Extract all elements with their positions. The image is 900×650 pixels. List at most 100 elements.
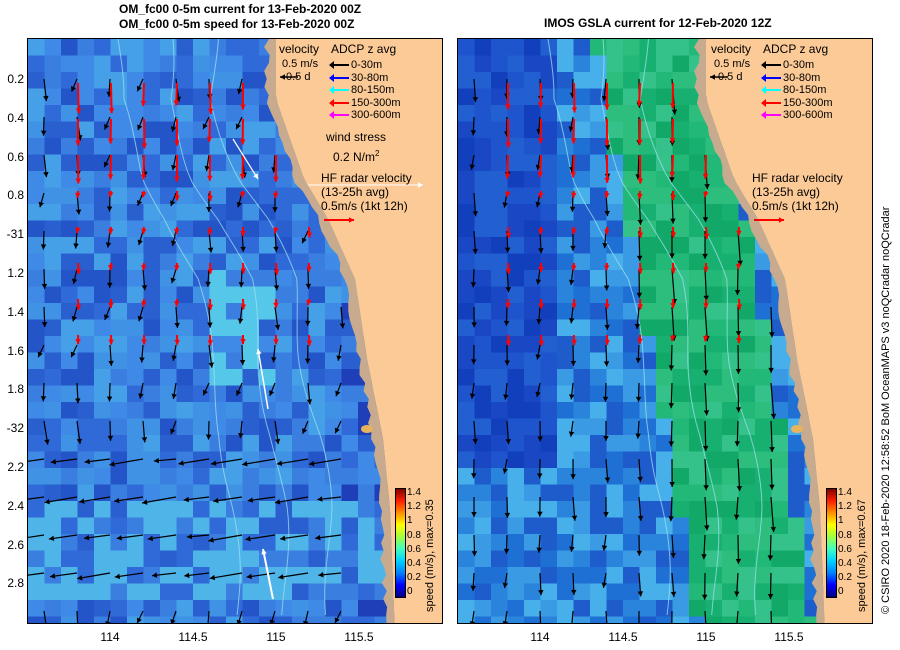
speed-cell	[160, 402, 177, 419]
speed-cell	[127, 567, 144, 584]
speed-cell	[160, 435, 177, 452]
speed-cell	[143, 204, 161, 221]
adcp-legend-line	[763, 114, 781, 116]
speed-cell	[689, 468, 706, 485]
speed-cell	[176, 484, 194, 502]
left-map-panel[interactable]	[27, 38, 443, 624]
speed-cell	[639, 88, 657, 106]
speed-cell	[259, 517, 276, 535]
model-current-arrow-head	[171, 355, 177, 361]
speed-cell	[689, 600, 706, 617]
speed-cell	[540, 270, 558, 287]
speed-cell	[590, 303, 607, 320]
speed-cell	[639, 435, 657, 452]
model-current-arrow-head	[471, 551, 478, 557]
speed-cell	[788, 517, 805, 535]
speed-cell	[28, 39, 45, 56]
speed-cell	[226, 369, 243, 386]
model-current-arrow	[141, 496, 177, 504]
speed-cell	[672, 121, 690, 139]
speed-cell	[738, 270, 756, 287]
speed-cell	[176, 336, 194, 353]
speed-cell	[623, 154, 640, 172]
model-current-arrow-head	[637, 515, 644, 521]
speed-cell	[639, 270, 657, 287]
model-current-arrow-head	[734, 441, 741, 447]
speed-cell	[308, 270, 326, 287]
model-current-arrow-head	[505, 287, 512, 293]
speed-cell	[458, 319, 475, 337]
speed-cell	[788, 501, 805, 518]
model-current-arrow	[704, 610, 707, 623]
speed-cell	[61, 154, 78, 172]
hf-radar-arrow-head	[75, 304, 82, 310]
speed-cell	[606, 303, 624, 320]
speed-cell	[458, 484, 475, 502]
model-current-arrow-head	[73, 243, 79, 249]
speed-cell	[358, 600, 375, 617]
speed-cell	[308, 369, 326, 386]
speed-cell	[259, 253, 276, 271]
model-current-arrow-head	[637, 219, 644, 225]
speed-cell	[143, 369, 161, 386]
speed-cell	[292, 237, 309, 254]
model-current-arrow-head	[637, 591, 644, 597]
speed-cell	[606, 237, 624, 254]
speed-cell	[127, 402, 144, 419]
speed-cell	[474, 286, 492, 304]
speed-cell	[358, 468, 375, 485]
speed-cell	[259, 286, 276, 304]
speed-cell	[755, 501, 772, 518]
hf-radar-arrow-head	[174, 301, 180, 307]
speed-cell	[590, 286, 607, 304]
speed-cell	[458, 369, 475, 386]
left-velocity-time: 0.5 d	[286, 71, 311, 83]
adcp-legend-label: 80-150m	[783, 84, 827, 96]
adcp-legend-label: 150-300m	[783, 96, 833, 109]
speed-cell	[524, 418, 541, 436]
speed-cell	[524, 55, 541, 73]
speed-cell	[110, 402, 128, 419]
speed-cell	[672, 237, 690, 254]
model-current-arrow-head	[769, 446, 775, 453]
speed-cell	[540, 303, 558, 320]
speed-cell	[242, 72, 260, 89]
speed-cell	[623, 352, 640, 370]
speed-cell	[672, 171, 690, 188]
right-adcp-title: ADCP z avg	[763, 42, 829, 56]
speed-cell	[656, 418, 673, 436]
speed-cell	[590, 220, 607, 238]
speed-cell	[325, 468, 342, 485]
speed-cell	[590, 468, 607, 485]
speed-cell	[193, 501, 210, 518]
speed-cell	[491, 105, 508, 122]
speed-cell	[143, 435, 161, 452]
speed-cell	[358, 534, 375, 551]
speed-cell	[44, 468, 62, 485]
speed-cell	[689, 583, 706, 601]
model-current-arrow-head	[40, 244, 47, 250]
speed-cell	[160, 583, 177, 601]
shoreline	[264, 39, 395, 623]
speed-cell	[44, 138, 62, 155]
y-tick-label: 1.2	[7, 266, 24, 280]
speed-cell	[176, 121, 194, 139]
speed-cell	[61, 385, 78, 403]
speed-cell	[771, 600, 789, 617]
hf-radar-arrow-head	[174, 195, 180, 201]
right-map-panel[interactable]	[457, 38, 873, 624]
model-current-arrow-head	[604, 144, 611, 150]
model-current-arrow-head	[278, 574, 284, 580]
speed-cell	[639, 550, 657, 568]
speed-cell	[491, 286, 508, 304]
speed-cell	[573, 550, 591, 568]
speed-cell	[755, 402, 772, 419]
speed-cell	[606, 550, 624, 568]
speed-cell	[689, 204, 706, 221]
speed-cell	[656, 600, 673, 617]
model-current-arrow-head	[704, 184, 710, 190]
speed-cell	[110, 171, 128, 188]
speed-cell	[458, 600, 475, 617]
hf-radar-arrow-head	[505, 232, 512, 238]
speed-cell	[127, 253, 144, 271]
